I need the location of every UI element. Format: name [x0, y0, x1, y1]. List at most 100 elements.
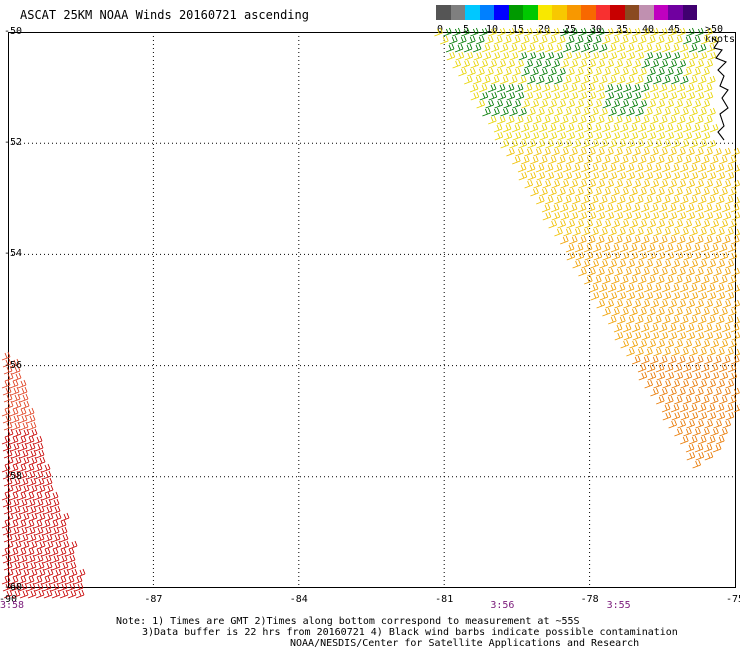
wind-barb: [647, 275, 656, 285]
wind-barb: [9, 547, 19, 557]
wind-barb: [590, 107, 599, 117]
wind-barb: [512, 99, 522, 109]
legend-label: 30: [589, 24, 603, 35]
wind-barb: [613, 203, 623, 213]
wind-barb: [683, 187, 692, 197]
wind-barb: [593, 131, 603, 141]
wind-barb: [602, 187, 611, 197]
wind-barb: [685, 83, 695, 93]
wind-barb: [632, 147, 641, 157]
wind-barb: [701, 339, 711, 349]
wind-barb: [3, 449, 13, 459]
wind-barb: [57, 519, 67, 529]
wind-barb: [563, 227, 572, 237]
wind-barb: [547, 123, 557, 133]
wind-barb: [668, 419, 678, 429]
wind-barb: [653, 291, 663, 301]
wind-barb: [27, 561, 37, 571]
wind-barb: [622, 203, 632, 213]
wind-barb: [532, 83, 542, 93]
wind-barb: [716, 315, 725, 325]
wind-barb: [614, 91, 624, 101]
legend-swatch: [537, 5, 552, 20]
wind-barb: [553, 163, 563, 173]
wind-barb: [629, 219, 639, 229]
legend-swatch: [624, 5, 639, 20]
wind-barb: [479, 27, 488, 37]
wind-barb: [605, 299, 615, 309]
wind-barb: [610, 243, 620, 253]
wind-barb: [692, 131, 702, 141]
wind-barb: [467, 67, 476, 77]
wind-barb: [575, 155, 584, 165]
wind-barb: [698, 139, 708, 149]
wind-barb: [584, 99, 594, 109]
wind-barb: [652, 43, 662, 53]
wind-barb: [52, 568, 62, 578]
wind-barb: [607, 43, 617, 53]
wind-barb: [710, 155, 719, 165]
wind-barb: [641, 115, 650, 125]
wind-barb: [665, 187, 674, 197]
wind-barb: [514, 83, 524, 93]
wind-barb: [689, 411, 699, 421]
wind-barb: [33, 463, 43, 473]
wind-barb: [689, 171, 699, 181]
wind-barb: [578, 235, 587, 245]
wind-barb: [536, 75, 545, 85]
wind-barb: [73, 575, 83, 585]
wind-barb: [638, 371, 648, 381]
wind-barb: [626, 259, 636, 269]
wind-barb: [685, 203, 695, 213]
wind-barb: [626, 291, 636, 301]
legend-swatch: [566, 5, 581, 20]
wind-barb: [679, 163, 689, 173]
wind-barb: [25, 407, 35, 417]
wind-barb: [721, 323, 731, 333]
wind-barb: [577, 203, 587, 213]
wind-barb: [709, 123, 719, 133]
wind-barb: [575, 35, 584, 45]
wind-barb: [677, 419, 687, 429]
wind-barb: [649, 203, 659, 213]
wind-barb: [671, 227, 680, 237]
wind-barb: [617, 259, 627, 269]
wind-barb: [700, 123, 710, 133]
wind-barb: [58, 526, 68, 536]
wind-barb: [530, 67, 539, 77]
wind-barb: [638, 131, 648, 141]
wind-barb: [524, 91, 534, 101]
wind-barb: [521, 155, 530, 165]
wind-barb: [722, 387, 731, 397]
wind-barb: [638, 99, 648, 109]
wind-barb: [599, 75, 608, 85]
wind-barb: [635, 107, 644, 117]
wind-barb: [718, 243, 728, 253]
wind-barb: [659, 115, 668, 125]
wind-barb: [4, 512, 14, 522]
wind-barb: [3, 421, 13, 431]
wind-barb: [554, 51, 564, 61]
wind-barb: [12, 372, 22, 382]
wind-barb: [641, 267, 650, 277]
wind-barb: [9, 407, 19, 417]
wind-barb: [688, 163, 698, 173]
wind-barb: [683, 67, 692, 77]
wind-barb: [11, 533, 21, 543]
wind-barb: [701, 219, 711, 229]
wind-barb: [25, 575, 35, 585]
wind-barb: [734, 316, 740, 325]
wind-barb: [36, 484, 46, 494]
wind-barb: [703, 443, 713, 453]
wind-barb: [11, 477, 21, 487]
legend-swatch: [436, 5, 451, 20]
wind-barb: [713, 147, 722, 157]
wind-barb: [647, 307, 656, 317]
legend-swatch: [668, 5, 683, 20]
wind-barb: [518, 171, 528, 181]
wind-barb: [629, 251, 639, 261]
wind-barb: [595, 83, 605, 93]
wind-barb: [536, 195, 545, 205]
wind-barb: [617, 139, 627, 149]
wind-barb: [707, 171, 717, 181]
